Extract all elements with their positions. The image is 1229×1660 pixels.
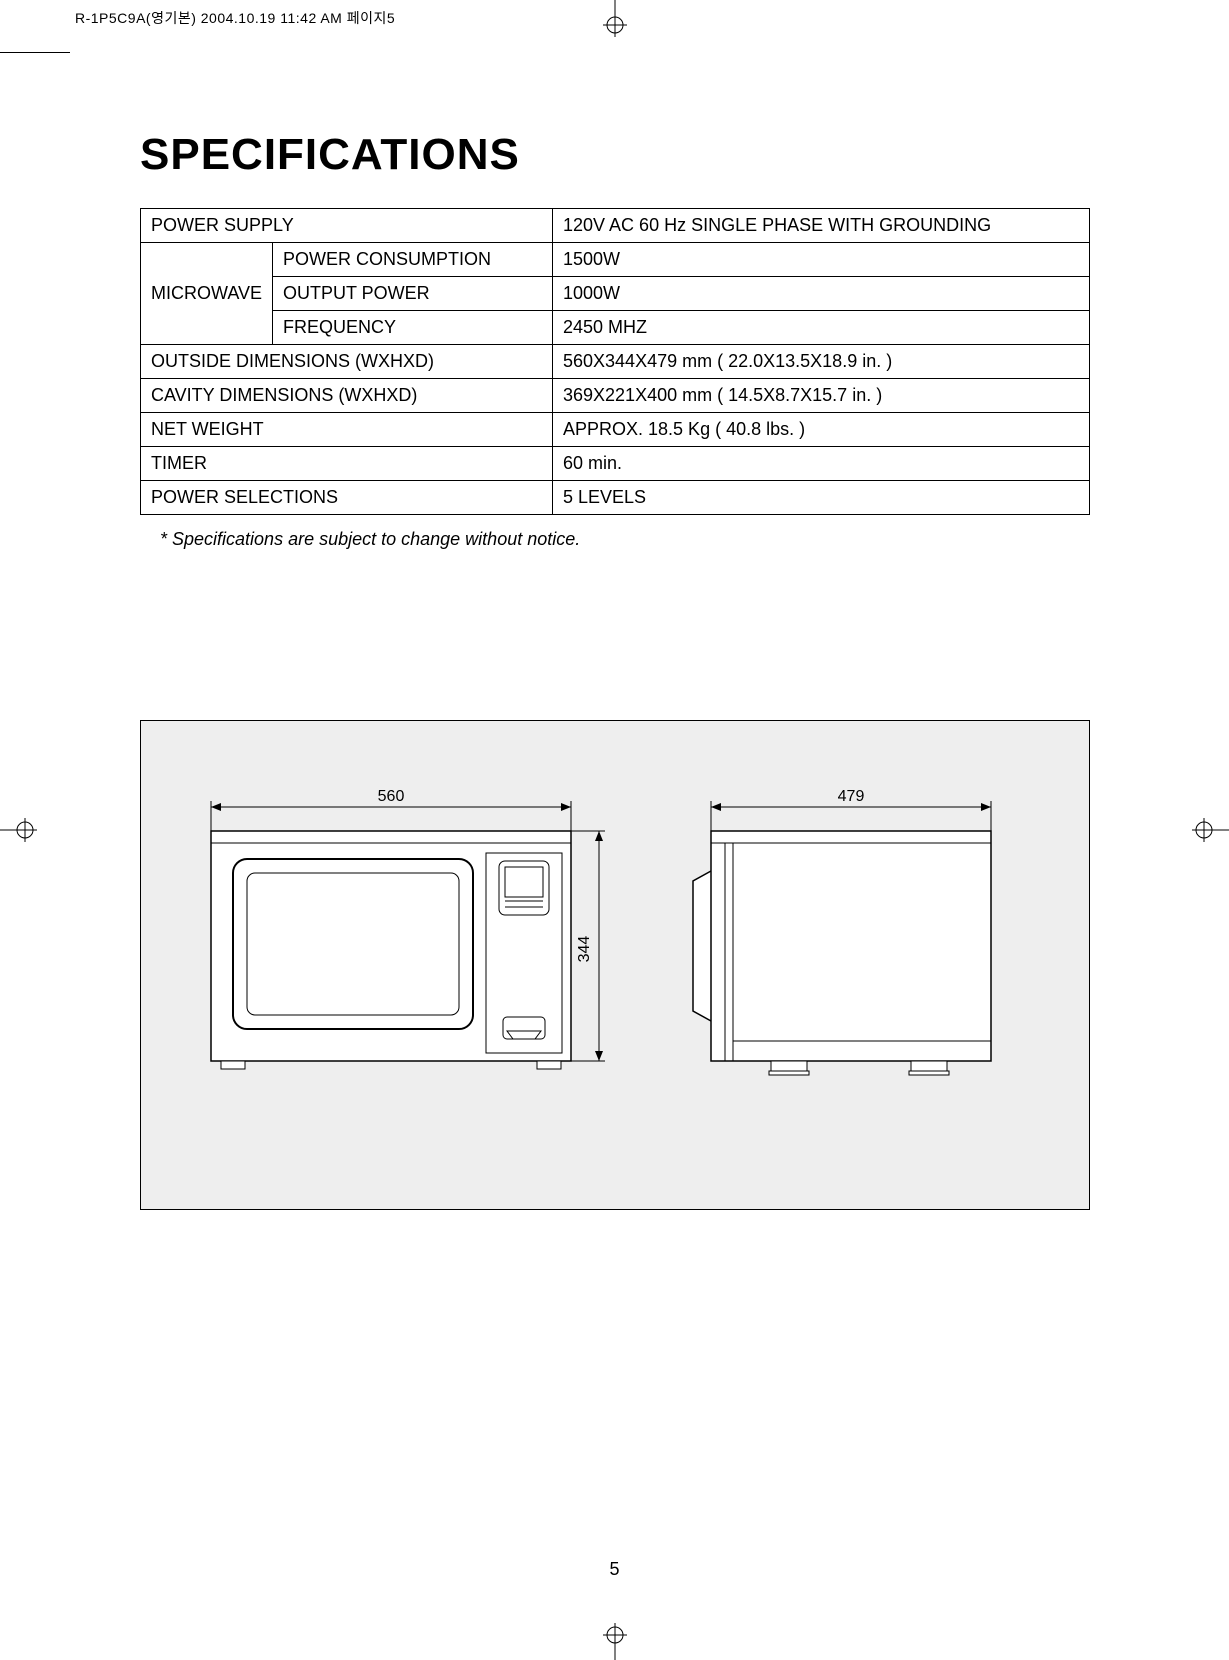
spec-value: 1000W [553, 277, 1090, 311]
spec-value: 560X344X479 mm ( 22.0X13.5X18.9 in. ) [553, 345, 1090, 379]
spec-value: 120V AC 60 Hz SINGLE PHASE WITH GROUNDIN… [553, 209, 1090, 243]
page-title: SPECIFICATIONS [140, 130, 1090, 180]
spec-note: * Specifications are subject to change w… [160, 529, 1090, 550]
spec-value: 60 min. [553, 447, 1090, 481]
spec-label: MICROWAVE [141, 243, 273, 345]
spec-value: 5 LEVELS [553, 481, 1090, 515]
spec-value: 369X221X400 mm ( 14.5X8.7X15.7 in. ) [553, 379, 1090, 413]
dim-depth: 479 [838, 788, 865, 805]
page-number: 5 [609, 1559, 619, 1580]
table-row: POWER SUPPLY 120V AC 60 Hz SINGLE PHASE … [141, 209, 1090, 243]
dim-width: 560 [378, 788, 405, 805]
crop-mark-top [595, 0, 635, 40]
table-row: TIMER 60 min. [141, 447, 1090, 481]
spec-table: POWER SUPPLY 120V AC 60 Hz SINGLE PHASE … [140, 208, 1090, 515]
table-row: FREQUENCY 2450 MHZ [141, 311, 1090, 345]
table-row: OUTSIDE DIMENSIONS (WXHXD) 560X344X479 m… [141, 345, 1090, 379]
spec-label: POWER SELECTIONS [141, 481, 553, 515]
table-row: CAVITY DIMENSIONS (WXHXD) 369X221X400 mm… [141, 379, 1090, 413]
spec-value: 2450 MHZ [553, 311, 1090, 345]
header-rule [0, 52, 70, 53]
dimension-diagram: 560 [140, 720, 1090, 1210]
spec-sublabel: FREQUENCY [273, 311, 553, 345]
crop-mark-bottom [595, 1620, 635, 1660]
crop-mark-left [0, 810, 40, 850]
spec-value: 1500W [553, 243, 1090, 277]
crop-mark-right [1189, 810, 1229, 850]
spec-sublabel: POWER CONSUMPTION [273, 243, 553, 277]
table-row: OUTPUT POWER 1000W [141, 277, 1090, 311]
spec-label: OUTSIDE DIMENSIONS (WXHXD) [141, 345, 553, 379]
spec-sublabel: OUTPUT POWER [273, 277, 553, 311]
spec-label: NET WEIGHT [141, 413, 553, 447]
table-row: MICROWAVE POWER CONSUMPTION 1500W [141, 243, 1090, 277]
dim-height: 344 [576, 936, 593, 963]
spec-label: TIMER [141, 447, 553, 481]
print-header: R-1P5C9A(영기본) 2004.10.19 11:42 AM 페이지5 [75, 8, 395, 28]
table-row: POWER SELECTIONS 5 LEVELS [141, 481, 1090, 515]
table-row: NET WEIGHT APPROX. 18.5 Kg ( 40.8 lbs. ) [141, 413, 1090, 447]
spec-label: CAVITY DIMENSIONS (WXHXD) [141, 379, 553, 413]
spec-value: APPROX. 18.5 Kg ( 40.8 lbs. ) [553, 413, 1090, 447]
spec-label: POWER SUPPLY [141, 209, 553, 243]
